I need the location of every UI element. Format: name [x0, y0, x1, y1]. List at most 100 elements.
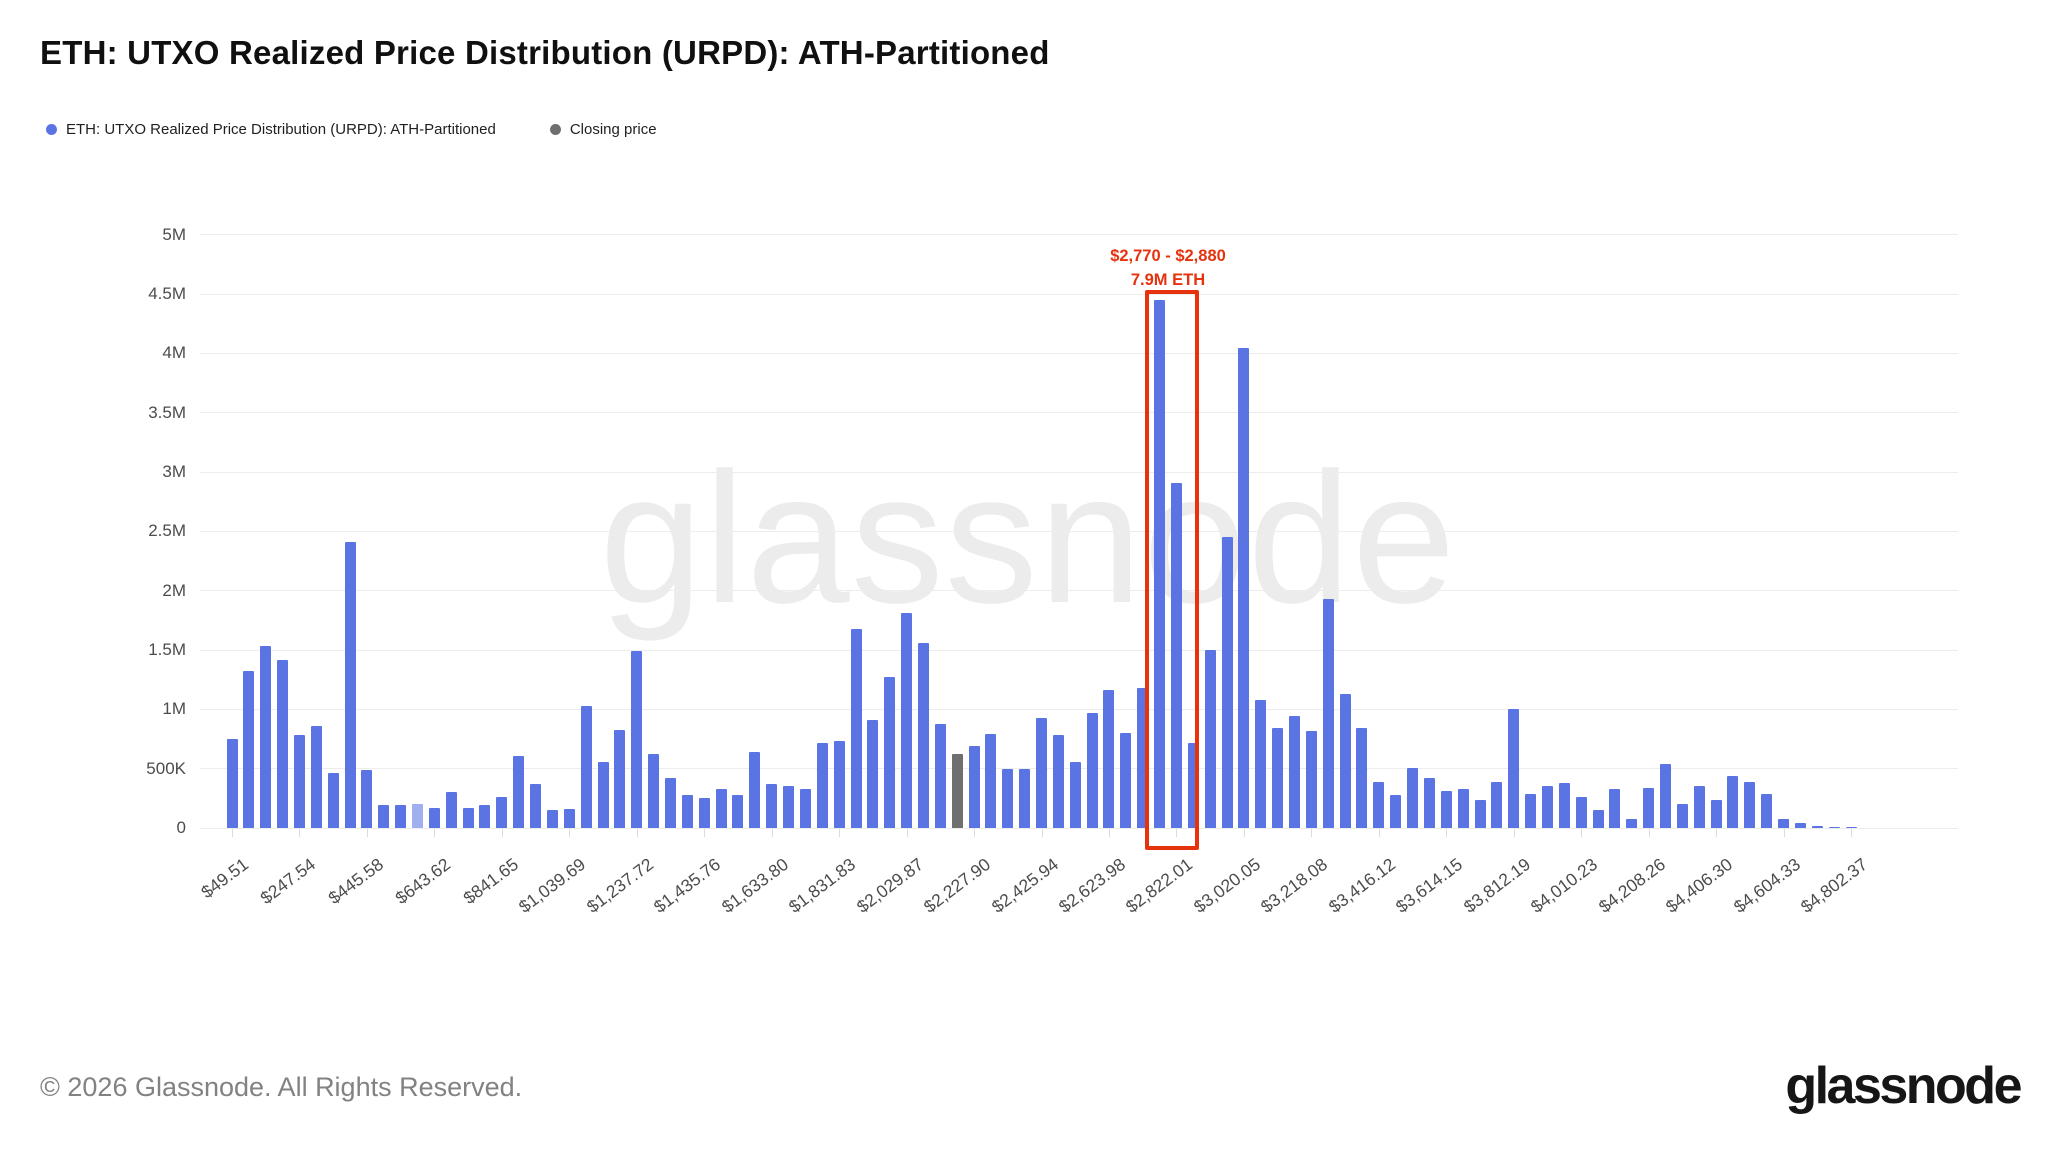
urpd-bar[interactable]	[968, 746, 980, 828]
urpd-bar[interactable]	[1255, 699, 1267, 828]
urpd-bar[interactable]	[546, 810, 558, 828]
urpd-bar[interactable]	[361, 769, 373, 828]
urpd-bar[interactable]	[563, 809, 575, 828]
urpd-bar[interactable]	[1592, 810, 1604, 828]
urpd-bar[interactable]	[1423, 778, 1435, 828]
urpd-bar[interactable]	[580, 705, 592, 828]
urpd-bar[interactable]	[1440, 791, 1452, 828]
urpd-bar[interactable]	[1845, 826, 1857, 828]
urpd-bar[interactable]	[226, 739, 238, 828]
urpd-bar[interactable]	[1120, 733, 1132, 828]
urpd-bar[interactable]	[1154, 300, 1166, 828]
urpd-bar[interactable]	[1002, 768, 1014, 828]
urpd-bar[interactable]	[310, 725, 322, 828]
urpd-bar[interactable]	[1103, 690, 1115, 828]
urpd-bar[interactable]	[496, 797, 508, 828]
urpd-bar[interactable]	[277, 659, 289, 828]
urpd-bar[interactable]	[1660, 763, 1672, 828]
urpd-bar[interactable]	[1407, 767, 1419, 828]
urpd-bar[interactable]	[884, 677, 896, 828]
urpd-bar[interactable]	[1744, 781, 1756, 828]
legend-item-closing-price[interactable]: Closing price	[549, 121, 657, 138]
urpd-bar[interactable]	[1609, 788, 1621, 828]
urpd-bar[interactable]	[1710, 799, 1722, 828]
urpd-bar[interactable]	[513, 755, 525, 828]
urpd-bar[interactable]	[1541, 786, 1553, 828]
urpd-bar[interactable]	[1676, 804, 1688, 828]
urpd-bar[interactable]	[1474, 799, 1486, 828]
urpd-bar[interactable]	[1811, 825, 1823, 828]
urpd-bar[interactable]	[1170, 482, 1182, 828]
urpd-bar[interactable]	[648, 754, 660, 828]
urpd-bar[interactable]	[715, 788, 727, 828]
urpd-bar[interactable]	[1575, 797, 1587, 828]
urpd-bar[interactable]	[395, 805, 407, 828]
urpd-bar[interactable]	[816, 742, 828, 828]
urpd-bar[interactable]	[462, 807, 474, 828]
urpd-bar[interactable]	[681, 794, 693, 828]
urpd-bar[interactable]	[1727, 775, 1739, 828]
urpd-bar[interactable]	[850, 628, 862, 828]
urpd-bar[interactable]	[1052, 735, 1064, 828]
closing-price-bar[interactable]	[951, 754, 963, 828]
urpd-bar[interactable]	[1693, 786, 1705, 828]
urpd-bar[interactable]	[1643, 787, 1655, 828]
urpd-bar[interactable]	[1525, 793, 1537, 828]
urpd-bar[interactable]	[766, 784, 778, 828]
urpd-bar[interactable]	[1305, 730, 1317, 828]
urpd-bar[interactable]	[1457, 788, 1469, 828]
urpd-bar[interactable]	[867, 720, 879, 828]
urpd-bar[interactable]	[412, 804, 423, 828]
urpd-bar[interactable]	[1272, 728, 1284, 828]
urpd-bar[interactable]	[1036, 717, 1048, 828]
urpd-bar[interactable]	[749, 752, 761, 828]
legend-item-urpd[interactable]: ETH: UTXO Realized Price Distribution (U…	[46, 121, 496, 138]
urpd-bar[interactable]	[1558, 782, 1570, 828]
urpd-bar[interactable]	[378, 805, 390, 828]
urpd-bar[interactable]	[327, 773, 339, 828]
urpd-bar[interactable]	[1761, 793, 1773, 828]
urpd-bar[interactable]	[1238, 347, 1250, 828]
urpd-bar[interactable]	[1828, 826, 1840, 828]
urpd-bar[interactable]	[1778, 818, 1790, 828]
urpd-bar[interactable]	[1508, 709, 1520, 828]
urpd-bar[interactable]	[1086, 712, 1098, 828]
urpd-bar[interactable]	[631, 651, 643, 828]
urpd-bar[interactable]	[1373, 781, 1385, 828]
urpd-bar[interactable]	[917, 642, 929, 828]
urpd-bar[interactable]	[1137, 688, 1149, 828]
urpd-bar[interactable]	[1221, 537, 1233, 828]
urpd-bar[interactable]	[833, 741, 845, 828]
urpd-bar[interactable]	[1019, 768, 1031, 828]
urpd-bar[interactable]	[344, 542, 356, 828]
urpd-bar[interactable]	[1187, 742, 1199, 828]
urpd-bar[interactable]	[428, 807, 440, 828]
urpd-bar[interactable]	[293, 735, 305, 828]
urpd-bar[interactable]	[1390, 794, 1402, 828]
urpd-bar[interactable]	[799, 788, 811, 828]
urpd-bar[interactable]	[664, 778, 676, 828]
urpd-bar[interactable]	[260, 646, 272, 828]
urpd-bar[interactable]	[698, 798, 710, 828]
urpd-bar[interactable]	[732, 794, 744, 828]
urpd-bar[interactable]	[243, 671, 255, 828]
urpd-bar[interactable]	[445, 792, 457, 828]
urpd-bar[interactable]	[1322, 599, 1334, 828]
urpd-bar[interactable]	[1626, 818, 1638, 828]
urpd-bar[interactable]	[479, 805, 491, 828]
urpd-bar[interactable]	[1069, 761, 1081, 828]
urpd-bar[interactable]	[934, 723, 946, 828]
urpd-bar[interactable]	[614, 729, 626, 828]
urpd-bar[interactable]	[1204, 650, 1216, 828]
urpd-bar[interactable]	[597, 761, 609, 828]
urpd-bar[interactable]	[985, 734, 997, 828]
urpd-bar[interactable]	[1356, 728, 1368, 828]
urpd-bar[interactable]	[1794, 823, 1806, 828]
urpd-bar[interactable]	[901, 613, 913, 828]
urpd-bar[interactable]	[1491, 781, 1503, 828]
urpd-bar[interactable]	[783, 786, 795, 828]
urpd-bar[interactable]	[1339, 693, 1351, 828]
urpd-bar[interactable]	[1288, 716, 1300, 828]
urpd-bar[interactable]	[530, 784, 542, 828]
